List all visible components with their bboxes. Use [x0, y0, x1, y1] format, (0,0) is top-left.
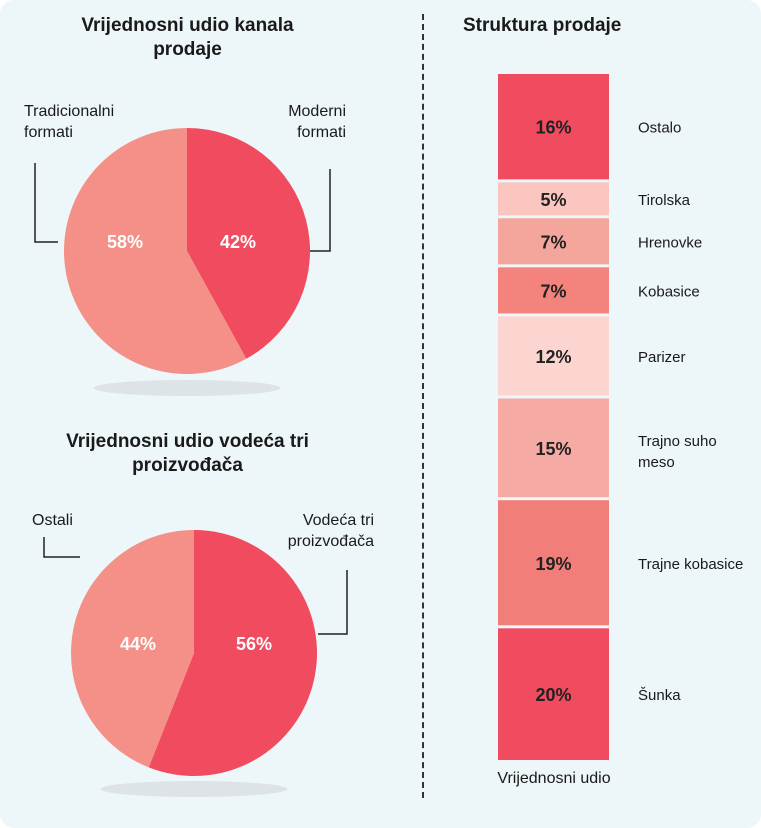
- pie2-leader-right: [318, 570, 347, 634]
- bar-segment-value-1: 5%: [540, 190, 566, 210]
- bar-segment-value-3: 7%: [540, 281, 566, 301]
- pie2-shadow: [101, 781, 288, 797]
- pie1-shadow: [94, 380, 281, 396]
- bar-segment-label-6: Trajne kobasice: [638, 556, 743, 573]
- pie1-leader-left: [35, 163, 58, 242]
- bar-segment-label-7: Šunka: [638, 687, 681, 704]
- bar-segment-value-0: 16%: [535, 118, 571, 138]
- bar-segment-value-2: 7%: [540, 232, 566, 252]
- pie2-slice-label-0: 56%: [236, 634, 272, 654]
- pie2-leader-left: [44, 537, 80, 557]
- pie1-leader-right: [310, 169, 330, 251]
- pie1-slice-label-0: 42%: [220, 232, 256, 252]
- bar-segment-label-0: Ostalo: [638, 120, 681, 137]
- pie2-slice-label-1: 44%: [120, 634, 156, 654]
- bar-segment-label-2: Hrenovke: [638, 234, 702, 251]
- bar-segment-label-3: Kobasice: [638, 283, 700, 300]
- bar-segment-value-6: 19%: [535, 554, 571, 574]
- bar-segment-label-4: Parizer: [638, 349, 686, 366]
- pie1-slice-label-1: 58%: [107, 232, 143, 252]
- bar-segment-label-5-line2: meso: [638, 454, 675, 471]
- bar-segment-value-7: 20%: [535, 685, 571, 705]
- bar-segment-label-1: Tirolska: [638, 192, 691, 209]
- bar-segment-value-4: 12%: [535, 347, 571, 367]
- bar-segment-value-5: 15%: [535, 439, 571, 459]
- bar-segment-label-5-line1: Trajno suho: [638, 433, 717, 450]
